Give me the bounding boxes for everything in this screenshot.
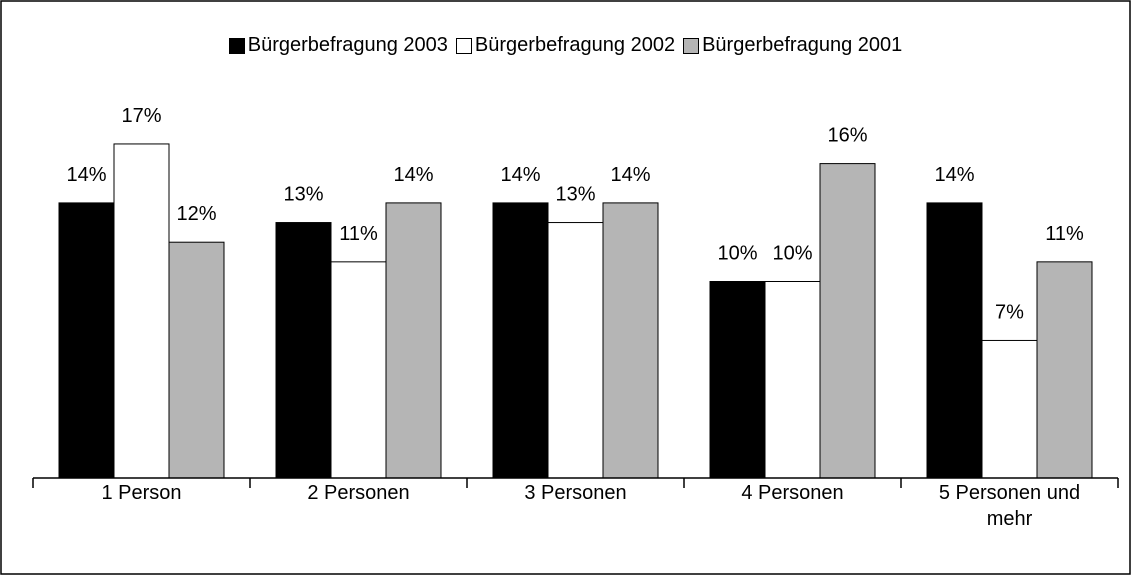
bar	[981, 339, 1038, 479]
bar	[492, 202, 549, 479]
legend-swatch	[455, 37, 472, 54]
data-label: 10%	[772, 243, 812, 265]
bar	[168, 241, 225, 479]
x-tick-label: 5 Personen und mehr	[938, 482, 1081, 530]
data-label: 14%	[610, 164, 650, 186]
legend-label: Bürgerbefragung 2002	[474, 34, 676, 56]
bar	[113, 143, 170, 479]
data-label: 10%	[717, 243, 757, 265]
bar	[275, 222, 332, 479]
legend: Bürgerbefragung 2003 Bürgerbefragung 2002…	[0, 34, 1131, 57]
data-label: 7%	[995, 301, 1024, 323]
data-label: 11%	[339, 223, 378, 245]
data-label: 14%	[66, 164, 106, 186]
x-tick-label: 2 Personen	[307, 482, 410, 504]
legend-swatch	[683, 37, 700, 54]
bar	[764, 281, 821, 479]
bar	[926, 202, 983, 479]
legend-label: Bürgerbefragung 2003	[247, 34, 448, 56]
data-label: 14%	[934, 164, 974, 186]
data-label: 11%	[1045, 223, 1084, 245]
data-label: 16%	[827, 125, 867, 147]
data-label: 12%	[176, 203, 216, 225]
legend-label: Bürgerbefragung 2001	[702, 34, 903, 56]
bar	[547, 222, 604, 479]
bar	[709, 281, 766, 479]
data-label: 17%	[121, 105, 161, 127]
data-label: 13%	[555, 184, 595, 206]
bar	[819, 163, 876, 479]
data-label: 13%	[283, 184, 323, 206]
bar	[602, 202, 659, 479]
data-label: 14%	[500, 164, 540, 186]
x-tick-label: 4 Personen	[741, 482, 844, 504]
legend-swatch	[228, 37, 245, 54]
x-tick-label: 3 Personen	[524, 482, 627, 504]
legend-item: Bürgerbefragung 2002	[455, 34, 676, 57]
bar	[58, 202, 115, 479]
legend-item: Bürgerbefragung 2003	[228, 34, 448, 57]
legend-item: Bürgerbefragung 2001	[683, 34, 902, 57]
x-tick-label: 1 Person	[101, 482, 182, 504]
bar	[1036, 261, 1093, 479]
data-label: 14%	[393, 164, 433, 186]
bar	[330, 261, 387, 479]
bar	[385, 202, 442, 479]
